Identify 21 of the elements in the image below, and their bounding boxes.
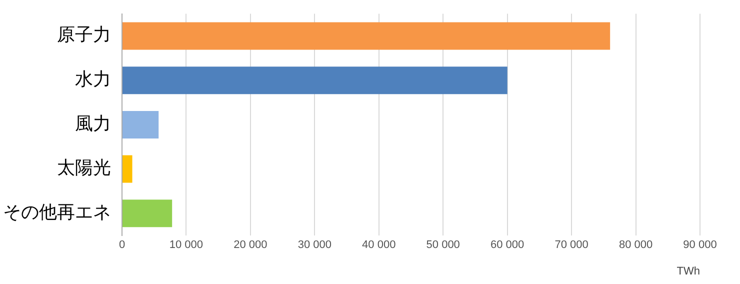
- x-tick-label: 90 000: [683, 239, 717, 252]
- bar: [122, 66, 508, 94]
- y-tick-label: その他再エネ: [3, 202, 111, 224]
- y-tick-label: 風力: [75, 113, 111, 134]
- x-axis-title: TWh: [676, 265, 700, 278]
- x-tick-label: 50 000: [426, 239, 460, 252]
- y-tick-label: 太陽光: [57, 158, 111, 179]
- x-tick-label: 20 000: [234, 239, 268, 252]
- bar: [122, 22, 610, 50]
- x-tick-label: 10 000: [169, 239, 204, 252]
- x-tick-label: 40 000: [362, 239, 396, 252]
- bar: [122, 155, 132, 183]
- y-tick-label: 水力: [75, 69, 111, 90]
- x-tick-label: 30 000: [298, 239, 332, 252]
- bar: [122, 110, 159, 138]
- y-tick-label: 原子力: [57, 24, 111, 46]
- x-tick-label: 70 000: [554, 239, 588, 252]
- bar: [122, 200, 172, 228]
- x-tick-label: 60 000: [490, 239, 524, 252]
- x-tick-label: 80 000: [618, 239, 653, 252]
- x-tick-label: 0: [118, 239, 126, 252]
